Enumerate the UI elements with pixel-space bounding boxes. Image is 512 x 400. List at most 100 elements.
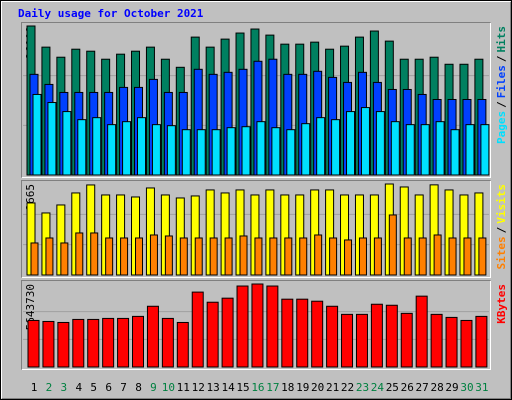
bar: [475, 315, 488, 368]
bar: [102, 317, 115, 368]
bar: [326, 305, 339, 368]
bar: [266, 285, 279, 368]
bar: [344, 239, 353, 276]
bar: [346, 111, 356, 176]
bar: [311, 300, 324, 368]
x-tick-label: 14: [221, 381, 235, 394]
legend: Sites / Visits: [495, 184, 508, 270]
x-tick-label: 5: [90, 381, 97, 394]
x-tick-label: 25: [386, 381, 399, 394]
bar: [284, 237, 293, 276]
x-tick-label: 23: [356, 381, 369, 394]
bar: [314, 234, 323, 276]
x-tick-label: 17: [266, 381, 279, 394]
x-tick-label: 6: [105, 381, 112, 394]
bar: [331, 119, 341, 176]
bar: [316, 117, 326, 176]
panel-bevel-light: [22, 181, 491, 278]
x-tick-label: 15: [236, 381, 249, 394]
bar: [341, 313, 354, 368]
bar: [360, 107, 370, 176]
x-tick-label: 10: [162, 381, 175, 394]
bar: [445, 316, 458, 368]
bar: [370, 303, 383, 368]
x-tick-label: 26: [401, 381, 414, 394]
bar: [256, 121, 266, 176]
legend-separator: /: [495, 55, 508, 62]
bar: [221, 297, 234, 368]
x-tick-label: 27: [416, 381, 429, 394]
bar: [301, 123, 311, 176]
bar: [405, 124, 415, 176]
bar: [120, 237, 129, 276]
x-tick-label: 1: [31, 381, 38, 394]
bar: [226, 127, 236, 176]
x-tick-label: 29: [445, 381, 458, 394]
bar: [77, 119, 87, 176]
bar: [296, 298, 309, 368]
bar: [47, 102, 57, 176]
bar: [117, 317, 130, 368]
panel-bevel-dark: [21, 180, 491, 278]
x-tick-label: 3: [61, 381, 68, 394]
bar: [105, 237, 114, 276]
bar: [299, 237, 308, 276]
bar: [211, 129, 221, 176]
bar: [60, 242, 69, 276]
bar: [87, 318, 100, 368]
x-tick-label: 30: [460, 381, 473, 394]
bar: [241, 126, 251, 176]
bar: [415, 295, 428, 368]
legend-entry: Pages: [495, 111, 508, 144]
bar: [62, 111, 72, 176]
chart-title: Daily usage for October 2021: [18, 7, 204, 20]
bar: [236, 285, 249, 368]
bar: [375, 111, 385, 176]
bar: [433, 234, 442, 276]
bar: [196, 129, 206, 176]
bar: [390, 121, 400, 176]
legend-entry: Sites: [495, 236, 508, 269]
panel-bevel-light: [22, 281, 491, 370]
bar: [388, 214, 397, 276]
bar: [27, 319, 40, 368]
bar: [72, 318, 85, 368]
x-tick-label: 21: [326, 381, 339, 394]
bar: [132, 315, 145, 368]
bar: [281, 298, 294, 368]
bar: [30, 242, 39, 276]
bar: [151, 124, 161, 176]
bar: [161, 317, 174, 368]
bar: [460, 319, 473, 368]
x-tick-label: 24: [371, 381, 385, 394]
bar: [480, 124, 490, 176]
bar: [107, 124, 117, 176]
bar: [286, 129, 296, 176]
bar: [32, 93, 42, 176]
bar: [403, 237, 412, 276]
bar: [191, 291, 204, 368]
bar: [435, 121, 445, 176]
legend-entry: Visits: [495, 184, 508, 224]
bar: [42, 320, 55, 368]
bar: [430, 313, 443, 368]
x-tick-label: 8: [135, 381, 142, 394]
bar: [385, 304, 398, 368]
legend-entry: Hits: [495, 26, 508, 53]
x-tick-label: 18: [281, 381, 294, 394]
x-tick-label: 20: [311, 381, 324, 394]
bar: [329, 237, 338, 276]
bar: [90, 232, 99, 276]
x-tick-label: 2: [46, 381, 53, 394]
x-tick-label: 4: [75, 381, 82, 394]
bar: [355, 313, 368, 368]
bar: [224, 237, 233, 276]
x-tick-label: 7: [120, 381, 127, 394]
bar: [206, 301, 219, 368]
x-tick-label: 16: [251, 381, 264, 394]
bar: [448, 237, 457, 276]
bar: [149, 234, 158, 276]
bar: [463, 237, 472, 276]
